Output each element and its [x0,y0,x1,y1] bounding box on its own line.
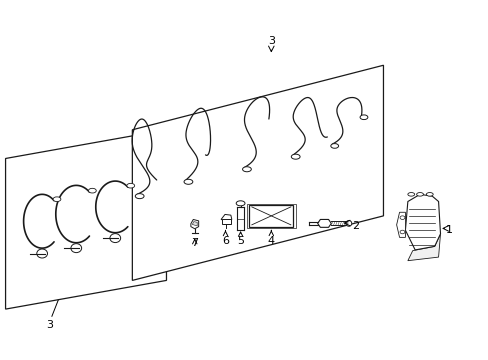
Text: 4: 4 [267,230,274,246]
Bar [246,204,295,228]
Polygon shape [407,234,440,261]
Ellipse shape [88,188,96,193]
Ellipse shape [37,249,47,258]
Ellipse shape [110,234,121,243]
Ellipse shape [426,193,432,196]
Polygon shape [192,222,197,226]
Ellipse shape [242,167,251,172]
Text: 3: 3 [267,36,274,45]
Ellipse shape [407,193,414,196]
Text: 1: 1 [445,225,451,235]
Polygon shape [5,130,166,309]
Polygon shape [221,215,231,221]
Text: 7: 7 [191,238,198,248]
Ellipse shape [345,221,351,226]
Text: 3: 3 [46,320,53,330]
Circle shape [399,216,404,220]
Ellipse shape [126,183,134,188]
Polygon shape [222,220,230,225]
Ellipse shape [53,197,61,202]
Circle shape [399,230,404,234]
Polygon shape [317,220,330,227]
Text: 2: 2 [351,221,358,230]
Polygon shape [132,65,383,280]
Polygon shape [190,220,198,229]
Ellipse shape [416,193,423,196]
Ellipse shape [71,244,81,253]
Ellipse shape [330,144,338,148]
Ellipse shape [183,179,192,184]
Bar [249,205,293,226]
Ellipse shape [359,115,367,120]
Text: 5: 5 [237,232,244,246]
Ellipse shape [291,154,300,159]
Ellipse shape [236,201,244,206]
Ellipse shape [135,194,144,199]
Polygon shape [396,212,405,237]
Text: 6: 6 [222,230,228,246]
Polygon shape [405,194,440,250]
